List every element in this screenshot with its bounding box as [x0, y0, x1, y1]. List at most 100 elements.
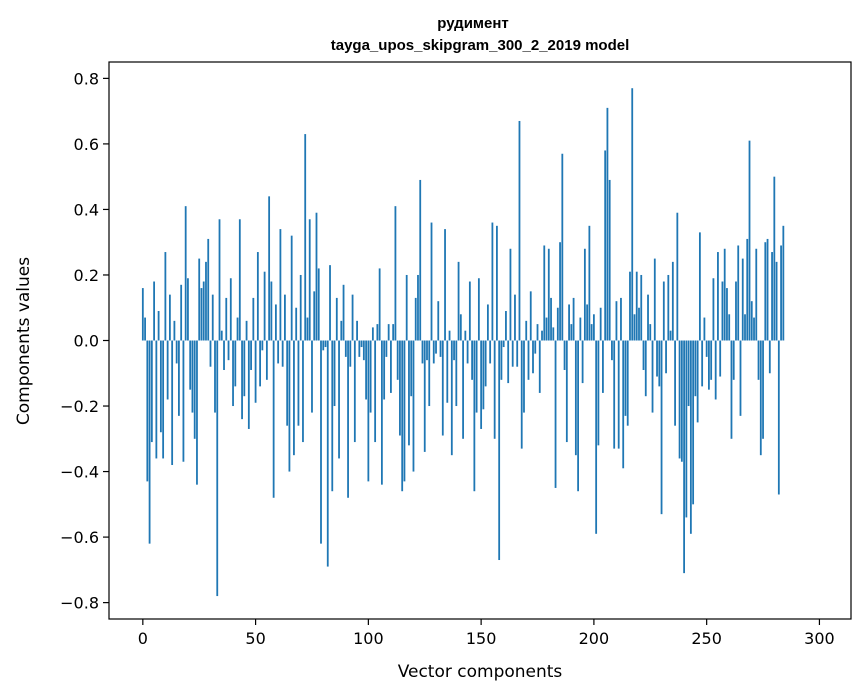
bar-276 [764, 242, 767, 341]
bar-80 [322, 340, 325, 351]
x-tick-label: 200 [579, 629, 610, 648]
bar-106 [380, 340, 383, 485]
y-axis-label: Components values [14, 257, 34, 425]
bar-167 [518, 120, 521, 341]
bar-50 [254, 340, 257, 403]
bar-180 [547, 248, 550, 341]
bar-264 [737, 245, 740, 341]
y-tick-label: 0.8 [74, 69, 99, 88]
bar-55 [265, 340, 268, 380]
bar-1 [144, 317, 146, 341]
bar-75 [311, 340, 313, 413]
bar-159 [500, 340, 503, 380]
bar-272 [755, 248, 758, 341]
bar-73 [306, 317, 309, 341]
bar-52 [259, 340, 261, 387]
bar-157 [496, 225, 498, 341]
bar-260 [728, 314, 731, 341]
bar-21 [189, 340, 192, 390]
bar-115 [401, 340, 404, 492]
bar-119 [410, 340, 413, 397]
bar-57 [270, 281, 273, 341]
bar-34 [218, 219, 221, 341]
bar-207 [608, 179, 611, 341]
bar-153 [486, 304, 489, 341]
bar-196 [583, 248, 586, 341]
bar-139 [455, 340, 458, 407]
bar-9 [162, 340, 165, 459]
bar-112 [394, 206, 397, 341]
bar-220 [638, 307, 640, 341]
bar-126 [426, 340, 428, 361]
bar-135 [446, 340, 449, 403]
bar-197 [586, 304, 589, 341]
bar-86 [335, 297, 338, 341]
bar-271 [753, 317, 755, 341]
bar-279 [771, 252, 773, 341]
bar-85 [333, 340, 336, 407]
y-tick-label: 0.4 [74, 200, 99, 219]
bar-79 [320, 340, 322, 544]
bar-142 [462, 340, 464, 439]
bar-104 [376, 324, 379, 341]
bar-219 [635, 271, 638, 341]
bar-281 [775, 261, 778, 341]
bar-43 [238, 219, 241, 341]
bar-141 [459, 314, 462, 341]
bar-96 [358, 340, 361, 357]
bar-268 [746, 238, 749, 341]
bar-114 [399, 340, 401, 436]
bar-123 [419, 179, 422, 341]
bar-164 [511, 340, 514, 367]
bar-125 [423, 340, 426, 452]
bar-176 [538, 340, 541, 393]
bar-236 [674, 340, 676, 426]
bar-61 [279, 229, 282, 341]
bar-156 [493, 340, 496, 439]
bar-150 [480, 340, 483, 429]
bar-105 [378, 268, 381, 341]
bar-70 [299, 274, 302, 341]
bar-169 [523, 340, 525, 413]
bar-222 [642, 340, 645, 370]
bar-233 [667, 274, 670, 341]
bar-148 [475, 340, 478, 413]
bar-127 [428, 340, 431, 407]
bar-17 [180, 284, 183, 341]
bar-11 [166, 340, 169, 400]
bar-193 [577, 340, 579, 492]
bar-87 [338, 340, 340, 459]
bar-204 [602, 340, 604, 393]
bar-250 [705, 340, 708, 357]
bar-53 [261, 340, 264, 351]
bar-88 [340, 320, 343, 341]
bar-247 [698, 232, 701, 341]
x-tick-label: 250 [691, 629, 722, 648]
bar-170 [525, 320, 528, 341]
bar-171 [527, 340, 530, 380]
bar-187 [563, 340, 566, 370]
bar-160 [502, 340, 505, 348]
bar-161 [505, 311, 507, 341]
bar-262 [732, 340, 735, 380]
bar-253 [712, 278, 715, 341]
bar-158 [498, 340, 501, 561]
bar-72 [304, 134, 307, 341]
bar-252 [710, 340, 713, 380]
bar-39 [229, 278, 232, 341]
bar-163 [509, 248, 512, 341]
bar-62 [281, 340, 284, 367]
bar-37 [225, 297, 228, 341]
bar-261 [730, 340, 733, 439]
bar-195 [581, 340, 584, 384]
bar-172 [529, 291, 532, 341]
bar-116 [403, 340, 406, 482]
bar-92 [349, 340, 352, 367]
bar-65 [288, 340, 291, 472]
chart-title-line-1: рудимент [437, 15, 509, 32]
bar-113 [396, 340, 399, 380]
bar-36 [223, 340, 225, 370]
bar-136 [448, 330, 451, 341]
bar-99 [365, 340, 367, 400]
bar-90 [344, 340, 347, 357]
